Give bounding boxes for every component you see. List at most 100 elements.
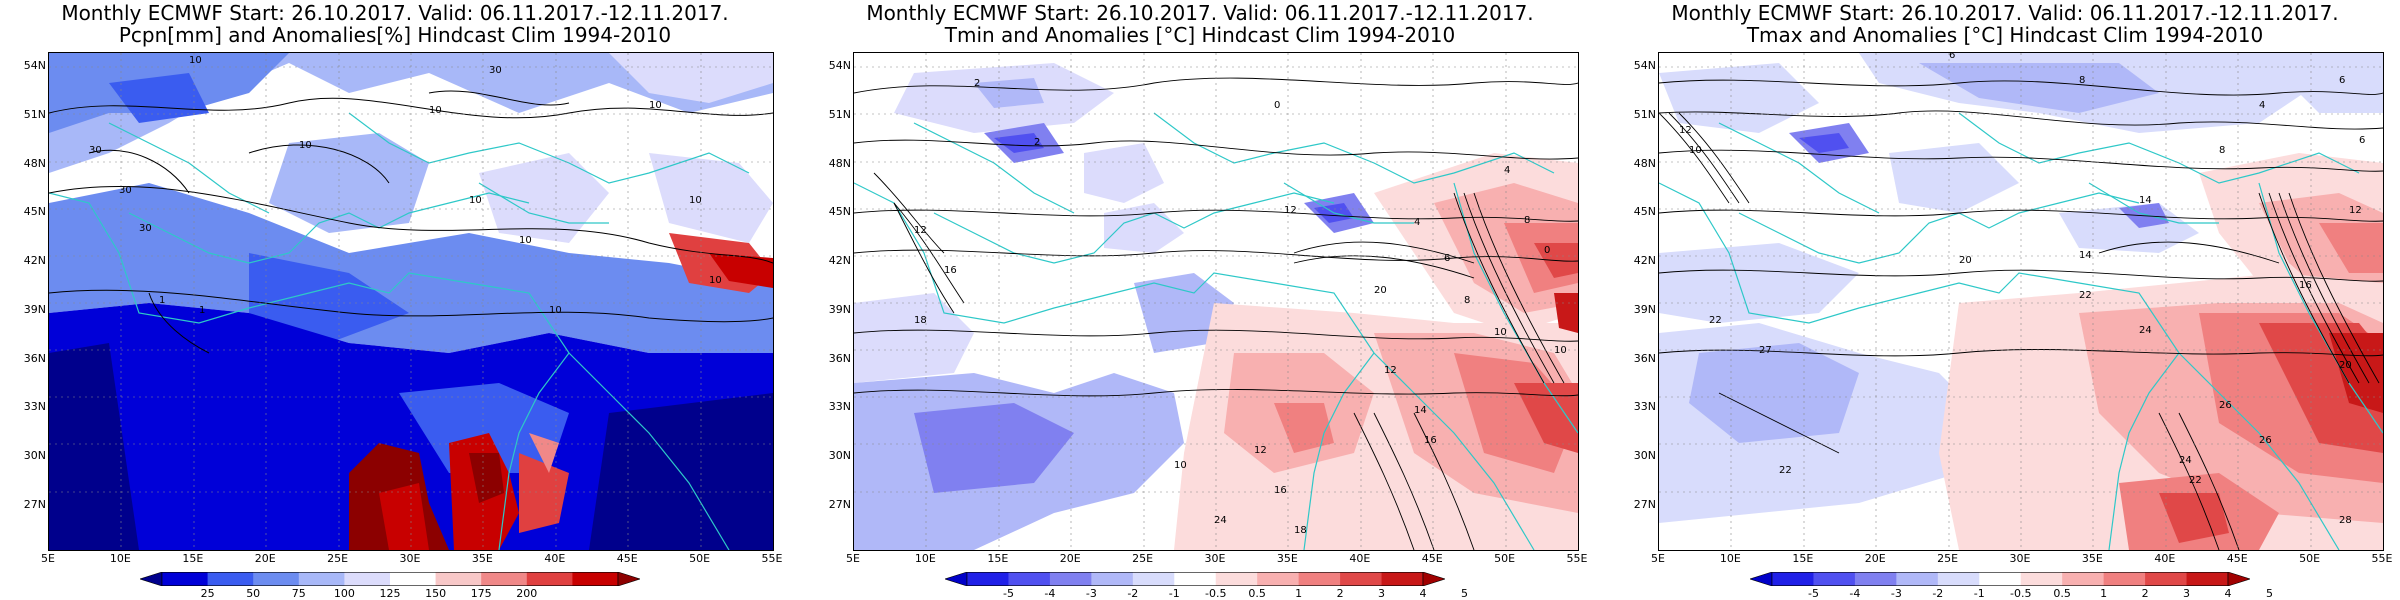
contour-label: 10 [1689, 145, 1702, 156]
longitude-tick-label: 5E [846, 552, 860, 565]
contour-label: 22 [2189, 475, 2202, 486]
longitude-tick-label: 20E [1059, 552, 1081, 565]
contour-label: 12 [1284, 205, 1297, 216]
latitude-tick-label: 48N [23, 156, 46, 170]
panel-title: Monthly ECMWF Start: 26.10.2017. Valid: … [866, 1, 1534, 25]
colorbar-tick-label: -4 [1849, 587, 1861, 600]
longitude-tick-label: 20E [254, 552, 276, 565]
contour-label: 12 [1679, 125, 1692, 136]
longitude-tick-label: 5E [1651, 552, 1665, 565]
precipitation-map-graphic: 10 10 10 10 30 30 30 10 10 10 1 1 10 30 10 [49, 53, 773, 550]
latitude-tick-label: 45N [23, 205, 46, 219]
longitude-tick-label: 30E [2009, 552, 2031, 565]
contour-label: 14 [2079, 250, 2092, 261]
longitude-tick-label: 55E [2371, 552, 2393, 565]
colorbar-tick-label: -2 [1127, 587, 1139, 600]
tmax-colorbar [1750, 572, 2250, 586]
colorbar-segment [526, 572, 573, 586]
colorbar-tick-label: 0.5 [1248, 587, 1266, 600]
colorbar-tick-label: 5 [2265, 587, 2273, 600]
colorbar-tick-label: -5 [1807, 587, 1819, 600]
contour-label: 10 [429, 105, 442, 116]
colorbar-tick-label: 200 [516, 587, 538, 600]
longitude-tick-label: 50E [1494, 552, 1516, 565]
colorbar-tick-label: 50 [246, 587, 261, 600]
contour-label: 16 [1424, 435, 1437, 446]
colorbar-segment [572, 572, 619, 586]
precipitation-colorbar [140, 572, 640, 586]
longitude-tick-label: 40E [1349, 552, 1371, 565]
latitude-tick-label: 51N [23, 107, 46, 121]
contour-label: 1 [199, 305, 205, 316]
colorbar-tick-label: -3 [1085, 587, 1097, 600]
panel-subtitle: Tmax and Anomalies [°C] Hindcast Clim 19… [1746, 23, 2264, 47]
contour-label: 0 [1274, 100, 1280, 111]
panel-title: Monthly ECMWF Start: 26.10.2017. Valid: … [1671, 1, 2339, 25]
latitude-tick-label: 27N [23, 498, 46, 511]
colorbar-segment [1896, 572, 1939, 586]
contour-label: 6 [1444, 253, 1450, 264]
colorbar-segment [481, 572, 528, 586]
latitude-tick-label: 39N [1633, 302, 1656, 316]
longitude-tick-label: 30E [1204, 552, 1226, 565]
colorbar-extend-high [1422, 572, 1445, 586]
contour-label: 30 [489, 65, 502, 76]
colorbar-segment [1008, 572, 1051, 586]
contour-label: 10 [1494, 327, 1507, 338]
longitude-tick-label: 35E [471, 552, 493, 565]
colorbar-tick-label: 5 [1460, 587, 1468, 600]
contour-label: 22 [1779, 465, 1792, 476]
tmin-colorbar [945, 572, 1445, 586]
colorbar-tick-label: 150 [425, 587, 447, 600]
colorbar-extend-high [617, 572, 640, 586]
longitude-tick-label: 30E [399, 552, 421, 565]
longitude-tick-label: 20E [1864, 552, 1886, 565]
contour-label: 8 [2219, 145, 2225, 156]
colorbar-segment [1340, 572, 1383, 586]
latitude-tick-label: 51N [1633, 107, 1656, 121]
longitude-tick-label: 15E [1792, 552, 1814, 565]
contour-label: 6 [2339, 75, 2345, 86]
colorbar-tick-label: 2 [1336, 587, 1344, 600]
colorbar-segment [1937, 572, 1980, 586]
precipitation-map: 10 10 10 10 30 30 30 10 10 10 1 1 10 30 10 [48, 52, 774, 551]
contour-label: 10 [649, 100, 662, 111]
contour-label: 18 [914, 315, 927, 326]
contour-label: 30 [89, 145, 102, 156]
contour-label: 30 [139, 223, 152, 234]
longitude-tick-label: 25E [1937, 552, 1959, 565]
colorbar-extend-low [140, 572, 163, 586]
contour-label: 26 [2259, 435, 2272, 446]
tmax-map-graphic: 6 8 6 4 6 8 10 12 12 14 14 16 20 22 24 26 22 27 20 22 28 24 26… [1659, 53, 2383, 550]
latitude-tick-label: 33N [23, 400, 46, 414]
colorbar-segment [435, 572, 482, 586]
contour-label: 20 [2339, 360, 2352, 371]
colorbar-tick-label: -0.5 [2009, 587, 2032, 600]
colorbar-segment [1215, 572, 1258, 586]
longitude-tick-label: 15E [182, 552, 204, 565]
contour-label: 4 [1414, 217, 1420, 228]
colorbar-tick-label: 4 [1419, 587, 1427, 600]
colorbar-segment [2062, 572, 2105, 586]
latitude-tick-label: 45N [1633, 205, 1656, 219]
contour-label: 20 [1959, 255, 1972, 266]
panel-subtitle: Tmin and Anomalies [°C] Hindcast Clim 19… [944, 23, 1456, 47]
longitude-tick-label: 25E [1132, 552, 1154, 565]
latitude-tick-label: 36N [828, 351, 851, 365]
contour-label: 4 [1504, 165, 1510, 176]
colorbar-segment [1091, 572, 1134, 586]
colorbar-tick-label: 100 [333, 587, 355, 600]
longitude-tick-label: 55E [1566, 552, 1588, 565]
colorbar-segment [1772, 572, 1814, 586]
colorbar-segment [253, 572, 300, 586]
contour-label: 10 [1174, 460, 1187, 471]
contour-label: 16 [1274, 485, 1287, 496]
latitude-tick-label: 30N [1633, 449, 1656, 463]
colorbar-segment [1298, 572, 1341, 586]
panel-tmax: Monthly ECMWF Start: 26.10.2017. Valid: … [1610, 0, 2400, 600]
colorbar-segment [1174, 572, 1217, 586]
contour-label: 24 [2179, 455, 2192, 466]
contour-label: 10 [299, 140, 312, 151]
contour-label: 16 [944, 265, 957, 276]
contour-label: 8 [1524, 215, 1530, 226]
